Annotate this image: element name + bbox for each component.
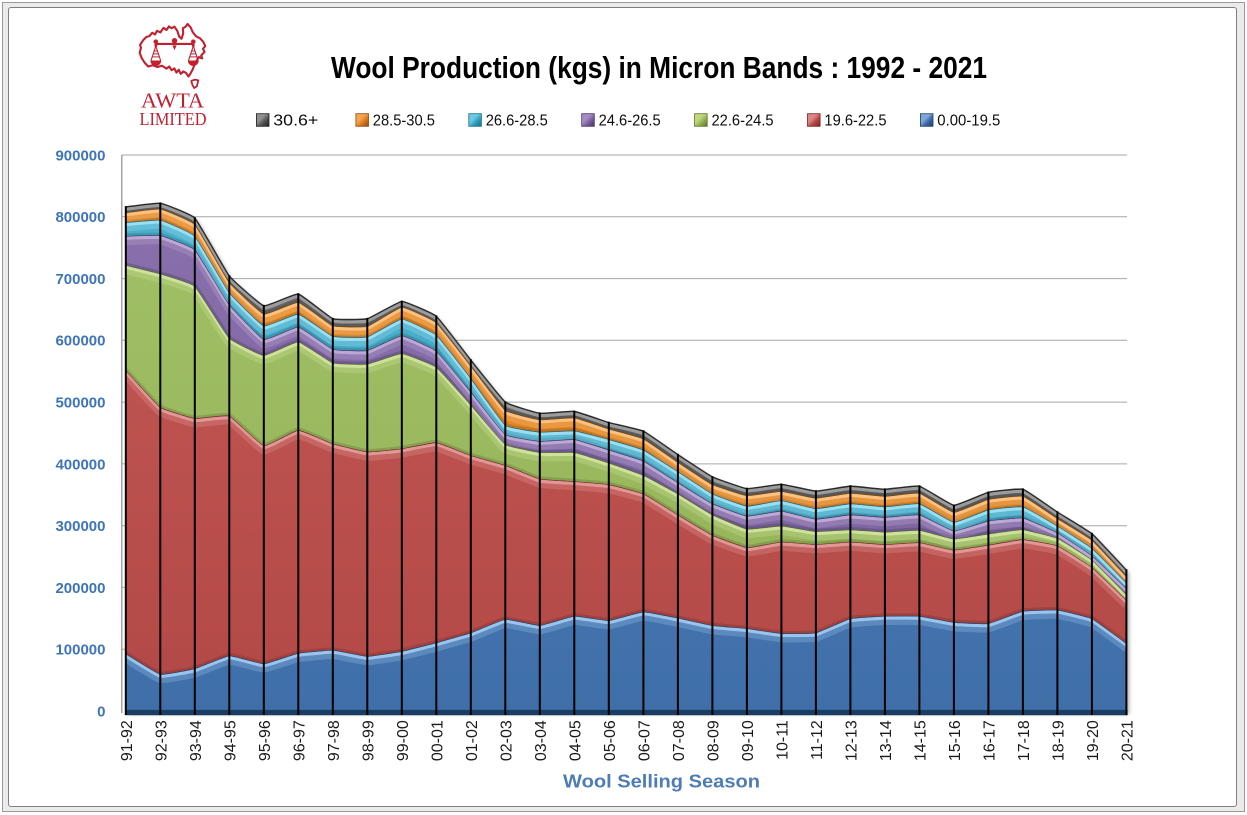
svg-text:20-21: 20-21 bbox=[1120, 720, 1137, 761]
svg-text:11-12: 11-12 bbox=[809, 720, 826, 760]
svg-text:10-11: 10-11 bbox=[775, 720, 792, 760]
svg-text:96-97: 96-97 bbox=[292, 720, 309, 761]
svg-text:28.5-30.5: 28.5-30.5 bbox=[373, 112, 435, 129]
svg-text:06-07: 06-07 bbox=[637, 720, 654, 761]
svg-text:09-10: 09-10 bbox=[740, 720, 757, 761]
svg-text:08-09: 08-09 bbox=[706, 720, 723, 761]
svg-text:LIMITED: LIMITED bbox=[140, 109, 207, 129]
svg-text:15-16: 15-16 bbox=[947, 720, 964, 761]
svg-text:14-15: 14-15 bbox=[913, 720, 930, 761]
svg-text:04-05: 04-05 bbox=[568, 720, 585, 761]
svg-text:16-17: 16-17 bbox=[982, 720, 999, 761]
svg-text:0.00-19.5: 0.00-19.5 bbox=[937, 112, 1000, 129]
svg-text:94-95: 94-95 bbox=[223, 720, 240, 761]
svg-text:Wool Production (kgs) in Micro: Wool Production (kgs) in Micron Bands : … bbox=[331, 51, 987, 85]
svg-text:26.6-28.5: 26.6-28.5 bbox=[486, 112, 548, 129]
svg-text:95-96: 95-96 bbox=[257, 720, 274, 761]
svg-text:19-20: 19-20 bbox=[1085, 720, 1102, 761]
svg-text:03-04: 03-04 bbox=[533, 720, 550, 761]
svg-text:99-00: 99-00 bbox=[395, 720, 412, 761]
svg-text:19.6-22.5: 19.6-22.5 bbox=[824, 112, 886, 129]
svg-text:0: 0 bbox=[97, 703, 105, 720]
svg-text:18-19: 18-19 bbox=[1051, 720, 1068, 761]
svg-text:13-14: 13-14 bbox=[878, 720, 895, 761]
svg-text:800000: 800000 bbox=[55, 209, 105, 226]
svg-text:Wool Selling Season: Wool Selling Season bbox=[563, 772, 760, 792]
svg-text:600000: 600000 bbox=[55, 333, 105, 350]
svg-text:92-93: 92-93 bbox=[154, 720, 171, 761]
svg-text:400000: 400000 bbox=[55, 456, 105, 473]
svg-text:24.6-26.5: 24.6-26.5 bbox=[599, 112, 661, 129]
svg-text:07-08: 07-08 bbox=[671, 720, 688, 761]
svg-text:98-99: 98-99 bbox=[361, 720, 378, 761]
svg-text:700000: 700000 bbox=[55, 271, 105, 288]
svg-text:17-18: 17-18 bbox=[1016, 720, 1033, 761]
svg-text:12-13: 12-13 bbox=[844, 720, 861, 761]
svg-text:100000: 100000 bbox=[55, 642, 105, 659]
svg-text:91-92: 91-92 bbox=[119, 720, 136, 761]
svg-text:900000: 900000 bbox=[55, 147, 105, 164]
svg-text:02-03: 02-03 bbox=[499, 720, 516, 761]
svg-text:97-98: 97-98 bbox=[326, 720, 343, 761]
svg-text:500000: 500000 bbox=[55, 395, 105, 412]
svg-text:300000: 300000 bbox=[55, 518, 105, 535]
svg-text:01-02: 01-02 bbox=[464, 720, 481, 761]
svg-text:22.6-24.5: 22.6-24.5 bbox=[712, 112, 774, 129]
svg-text:00-01: 00-01 bbox=[430, 720, 447, 761]
svg-text:93-94: 93-94 bbox=[188, 720, 205, 761]
svg-text:05-06: 05-06 bbox=[602, 720, 619, 761]
svg-text:AWTA: AWTA bbox=[141, 88, 204, 112]
svg-text:200000: 200000 bbox=[55, 580, 105, 597]
svg-text:30.6+: 30.6+ bbox=[273, 112, 318, 129]
